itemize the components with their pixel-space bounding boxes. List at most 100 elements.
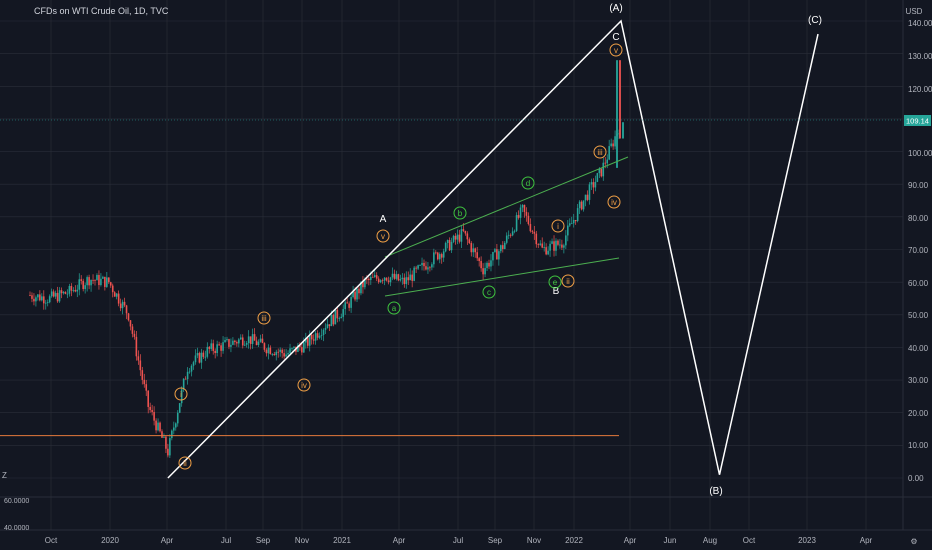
candle-body bbox=[228, 339, 230, 347]
wave-circle bbox=[178, 456, 192, 470]
candle-body bbox=[202, 352, 205, 357]
candle-body bbox=[174, 423, 177, 428]
wave-label-C[interactable]: C bbox=[612, 32, 619, 43]
price-tick: 120.00 bbox=[908, 85, 932, 94]
candle-body bbox=[582, 200, 585, 210]
candle-body bbox=[340, 316, 343, 319]
candle-body bbox=[484, 268, 486, 275]
candle-body bbox=[466, 233, 469, 240]
candle-body bbox=[580, 201, 583, 210]
candle-body bbox=[559, 244, 561, 246]
wave-label-A[interactable]: A bbox=[380, 214, 387, 225]
wave-circle bbox=[376, 229, 390, 243]
orange-wave-markers[interactable]: i ii iii iv v i ii iii iv v bbox=[174, 43, 623, 470]
candle-body bbox=[208, 346, 211, 349]
candle-body bbox=[354, 291, 356, 300]
symbol-title[interactable]: CFDs on WTI Crude Oil, 1D, TVC bbox=[34, 6, 169, 16]
candle-body bbox=[320, 334, 323, 336]
candle-body bbox=[338, 318, 341, 319]
candle-body bbox=[76, 289, 79, 292]
candle-body bbox=[275, 351, 278, 356]
candle-body bbox=[310, 334, 313, 340]
candle-body bbox=[314, 333, 317, 341]
time-tick: Oct bbox=[743, 536, 756, 545]
candle-body bbox=[446, 240, 449, 243]
wave-circle bbox=[453, 206, 467, 220]
time-tick: 2022 bbox=[565, 536, 583, 545]
candle-body bbox=[82, 280, 84, 290]
candle-body bbox=[350, 297, 352, 308]
time-tick: Apr bbox=[624, 536, 637, 545]
candle-body bbox=[496, 249, 498, 260]
wave-label-B-big[interactable]: (B) bbox=[709, 486, 722, 497]
candle-body bbox=[178, 403, 181, 413]
candle-body bbox=[549, 243, 551, 251]
wave-label-B[interactable]: B bbox=[553, 286, 560, 297]
candle-body bbox=[407, 277, 410, 281]
candle-body bbox=[100, 278, 102, 286]
time-axis[interactable]: Oct 2020 Apr Jul Sep Nov 2021 Apr Jul Se… bbox=[45, 536, 873, 545]
wave-label-C-big[interactable]: (C) bbox=[808, 15, 822, 26]
candle-body bbox=[104, 276, 106, 287]
candle-body bbox=[180, 389, 183, 404]
price-axis[interactable]: 140.00 130.00 120.00 100.00 90.00 80.00 … bbox=[908, 19, 932, 483]
candle-body bbox=[326, 324, 329, 328]
candle-body bbox=[452, 235, 455, 242]
candle-body bbox=[478, 258, 480, 262]
candle-body bbox=[94, 280, 96, 281]
channel-upper-line[interactable] bbox=[384, 156, 629, 258]
time-tick: Nov bbox=[295, 536, 309, 545]
gear-icon[interactable]: ⚙ bbox=[910, 537, 917, 546]
candle-body bbox=[470, 243, 473, 253]
candle-body bbox=[519, 207, 522, 218]
candle-body bbox=[594, 181, 597, 188]
candle-body bbox=[291, 348, 293, 349]
candle-body bbox=[238, 339, 240, 344]
candle-body bbox=[72, 289, 75, 291]
candle-body bbox=[261, 338, 264, 344]
projection-wave-line[interactable] bbox=[167, 19, 819, 479]
candle-body bbox=[287, 353, 289, 355]
candle-body bbox=[37, 294, 39, 298]
channel-lower-line[interactable] bbox=[384, 257, 620, 297]
candle-body bbox=[80, 279, 83, 281]
wave-label-d: d bbox=[526, 179, 530, 188]
candle-body bbox=[273, 354, 276, 356]
price-tick: 50.00 bbox=[908, 311, 929, 320]
candle-body bbox=[176, 412, 179, 424]
candle-body bbox=[125, 305, 128, 314]
zoom-icon[interactable]: Z bbox=[2, 471, 7, 480]
candle-body bbox=[403, 277, 406, 285]
candle-body bbox=[218, 344, 220, 346]
wave-label-A-big[interactable]: (A) bbox=[609, 3, 622, 14]
candle-body bbox=[56, 292, 59, 302]
candle-body bbox=[401, 277, 404, 280]
candle-body bbox=[561, 244, 563, 248]
candle-body bbox=[119, 303, 122, 309]
candle-body bbox=[64, 291, 67, 294]
green-wave-markers[interactable]: a b c d e bbox=[387, 176, 562, 315]
candle-body bbox=[366, 278, 368, 280]
candle-body bbox=[563, 245, 565, 248]
candle-body bbox=[435, 252, 437, 254]
candle-body bbox=[381, 280, 384, 282]
price-tick: 130.00 bbox=[908, 52, 932, 61]
candle-body bbox=[385, 277, 388, 281]
candle-body bbox=[52, 291, 55, 297]
time-tick: Apr bbox=[161, 536, 174, 545]
candle-body bbox=[364, 278, 366, 288]
candle-body bbox=[139, 360, 142, 371]
candle-body bbox=[210, 343, 213, 349]
candle-body bbox=[88, 277, 90, 286]
price-tick: 90.00 bbox=[908, 181, 929, 190]
wave-circle bbox=[609, 43, 623, 57]
candle-body bbox=[468, 239, 471, 244]
candle-body bbox=[555, 240, 557, 251]
candle-body bbox=[525, 211, 528, 216]
time-tick: Sep bbox=[488, 536, 503, 545]
candle-body bbox=[251, 334, 254, 344]
time-tick: 2021 bbox=[333, 536, 351, 545]
candle-body bbox=[370, 276, 372, 281]
candle-body bbox=[505, 235, 508, 243]
